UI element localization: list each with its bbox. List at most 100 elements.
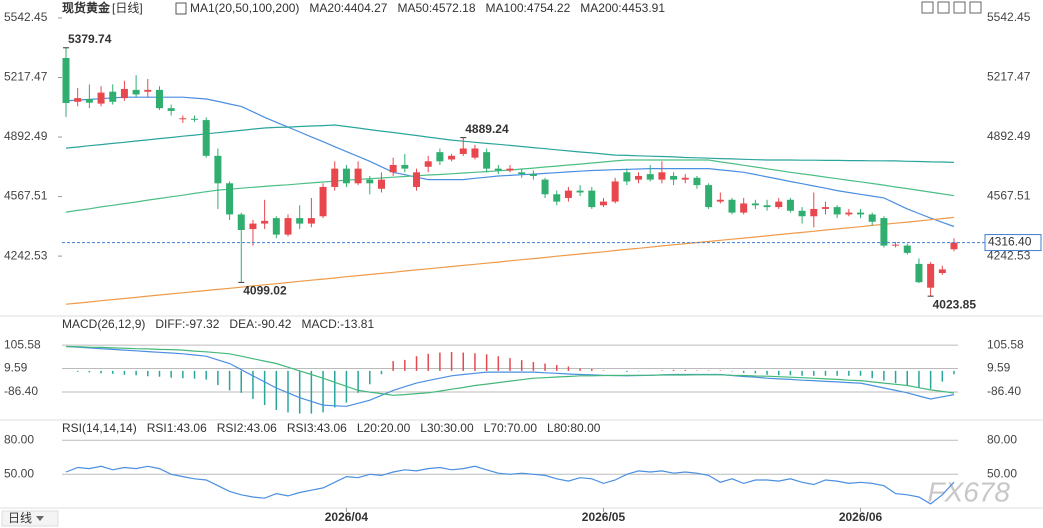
candle-body: [191, 118, 199, 120]
toolbar-icons[interactable]: [921, 1, 982, 14]
legend-entry: RSI3:43.06: [287, 421, 347, 435]
y-tick-label-right: 105.58: [987, 337, 1024, 351]
candle-body: [249, 223, 257, 230]
indicator-icon: [175, 2, 187, 15]
candle-body: [705, 185, 713, 208]
y-tick-label: 105.58: [4, 337, 41, 351]
ma-line: [65, 96, 955, 228]
candle-body: [950, 242, 958, 250]
y-tick-label-right: 50.00: [987, 466, 1017, 480]
candle-body: [155, 89, 163, 109]
y-tick-label: 50.00: [4, 466, 34, 480]
price-box: [984, 234, 1042, 252]
y-tick-label: 4242.53: [4, 248, 48, 262]
y-tick-label-right: 5542.45: [987, 10, 1031, 24]
candle-body: [354, 168, 362, 184]
candle-body: [670, 175, 678, 180]
y-tick-label: 80.00: [4, 432, 34, 446]
candle-body: [857, 212, 865, 215]
legend-entry: MACD:-13.81: [301, 317, 374, 331]
candle-body: [261, 220, 269, 224]
candle-body: [821, 207, 829, 209]
legend-entry: DIFF:-97.32: [155, 317, 219, 331]
y-tick-label: 5542.45: [4, 10, 48, 24]
icon[interactable]: [921, 1, 934, 14]
candle-body: [599, 201, 607, 206]
legend-entry: MA20:4404.27: [309, 1, 387, 15]
icon[interactable]: [953, 1, 966, 14]
candle-body: [448, 155, 456, 160]
candle-body: [751, 203, 759, 206]
candle-body: [62, 57, 70, 104]
candle-body: [903, 245, 911, 253]
x-tick-label: 2026/04: [325, 510, 369, 524]
legend-entry: RSI1:43.06: [147, 421, 207, 435]
candle-body: [635, 175, 643, 180]
candle-body: [109, 91, 117, 102]
candle-body: [880, 218, 888, 246]
candle-body: [85, 99, 93, 103]
candle-body: [716, 199, 724, 202]
legend-entry: MA1(20,50,100,200): [190, 1, 299, 15]
icon[interactable]: [937, 1, 950, 14]
candle-body: [927, 263, 935, 288]
candle-body: [693, 177, 701, 186]
macd-line: [65, 345, 955, 396]
candle-body: [459, 148, 467, 154]
y-tick-label-right: 9.59: [987, 361, 1011, 375]
annotation: 4099.02: [243, 284, 287, 298]
candle-body: [389, 164, 397, 173]
candle-body: [506, 168, 514, 171]
legend-entry: RSI(14,14,14): [62, 421, 137, 435]
legend-entry: MA100:4754.22: [486, 1, 571, 15]
candle-body: [611, 181, 619, 202]
y-tick-label-right: 4892.49: [987, 129, 1031, 143]
candle-body: [74, 98, 82, 102]
candle-body: [179, 118, 187, 120]
candle-body: [132, 89, 140, 95]
chart-subtitle: [日线]: [112, 1, 143, 15]
chart-title: 现货黄金: [62, 0, 111, 15]
legend-entry: RSI2:43.06: [217, 421, 277, 435]
rsi-line: [65, 465, 955, 505]
candle-body: [681, 177, 689, 180]
candle-body: [319, 186, 327, 217]
candle-body: [413, 172, 421, 187]
x-tick-label: 2026/06: [839, 510, 883, 524]
icon[interactable]: [969, 1, 982, 14]
legend-entry: L70:70.00: [484, 421, 538, 435]
candle-body: [763, 205, 771, 208]
y-tick-label-right: -86.40: [987, 384, 1021, 398]
period-label[interactable]: 日线: [8, 511, 32, 525]
candle-body: [342, 168, 350, 184]
ma-line: [65, 124, 955, 163]
candle-body: [120, 88, 128, 99]
candle-body: [296, 218, 304, 224]
y-tick-label-right: 80.00: [987, 432, 1017, 446]
candle-body: [529, 174, 537, 176]
annotation: 4889.24: [465, 122, 509, 136]
y-tick-label: 4892.49: [4, 129, 48, 143]
legend-entry: MA200:4453.91: [580, 1, 665, 15]
annotation: 5379.74: [68, 32, 112, 46]
candle-body: [483, 152, 491, 169]
y-tick-label-right: 5217.47: [987, 70, 1031, 84]
candle-body: [588, 190, 596, 208]
candle-body: [786, 199, 794, 211]
candle-body: [226, 183, 234, 215]
period-selector[interactable]: [1, 510, 59, 527]
candle-body: [541, 179, 549, 195]
candle-body: [436, 152, 444, 162]
candle-body: [798, 210, 806, 217]
candle-body: [740, 203, 748, 213]
legend-entry: L30:30.00: [420, 421, 474, 435]
candle-body: [576, 190, 584, 193]
candle-body: [494, 168, 502, 171]
y-tick-label: 9.59: [4, 361, 28, 375]
y-tick-label-right: 4567.51: [987, 189, 1031, 203]
candle-body: [401, 164, 409, 169]
candle-body: [833, 207, 841, 215]
candle-body: [845, 212, 853, 215]
dropdown-arrow[interactable]: [36, 516, 44, 521]
